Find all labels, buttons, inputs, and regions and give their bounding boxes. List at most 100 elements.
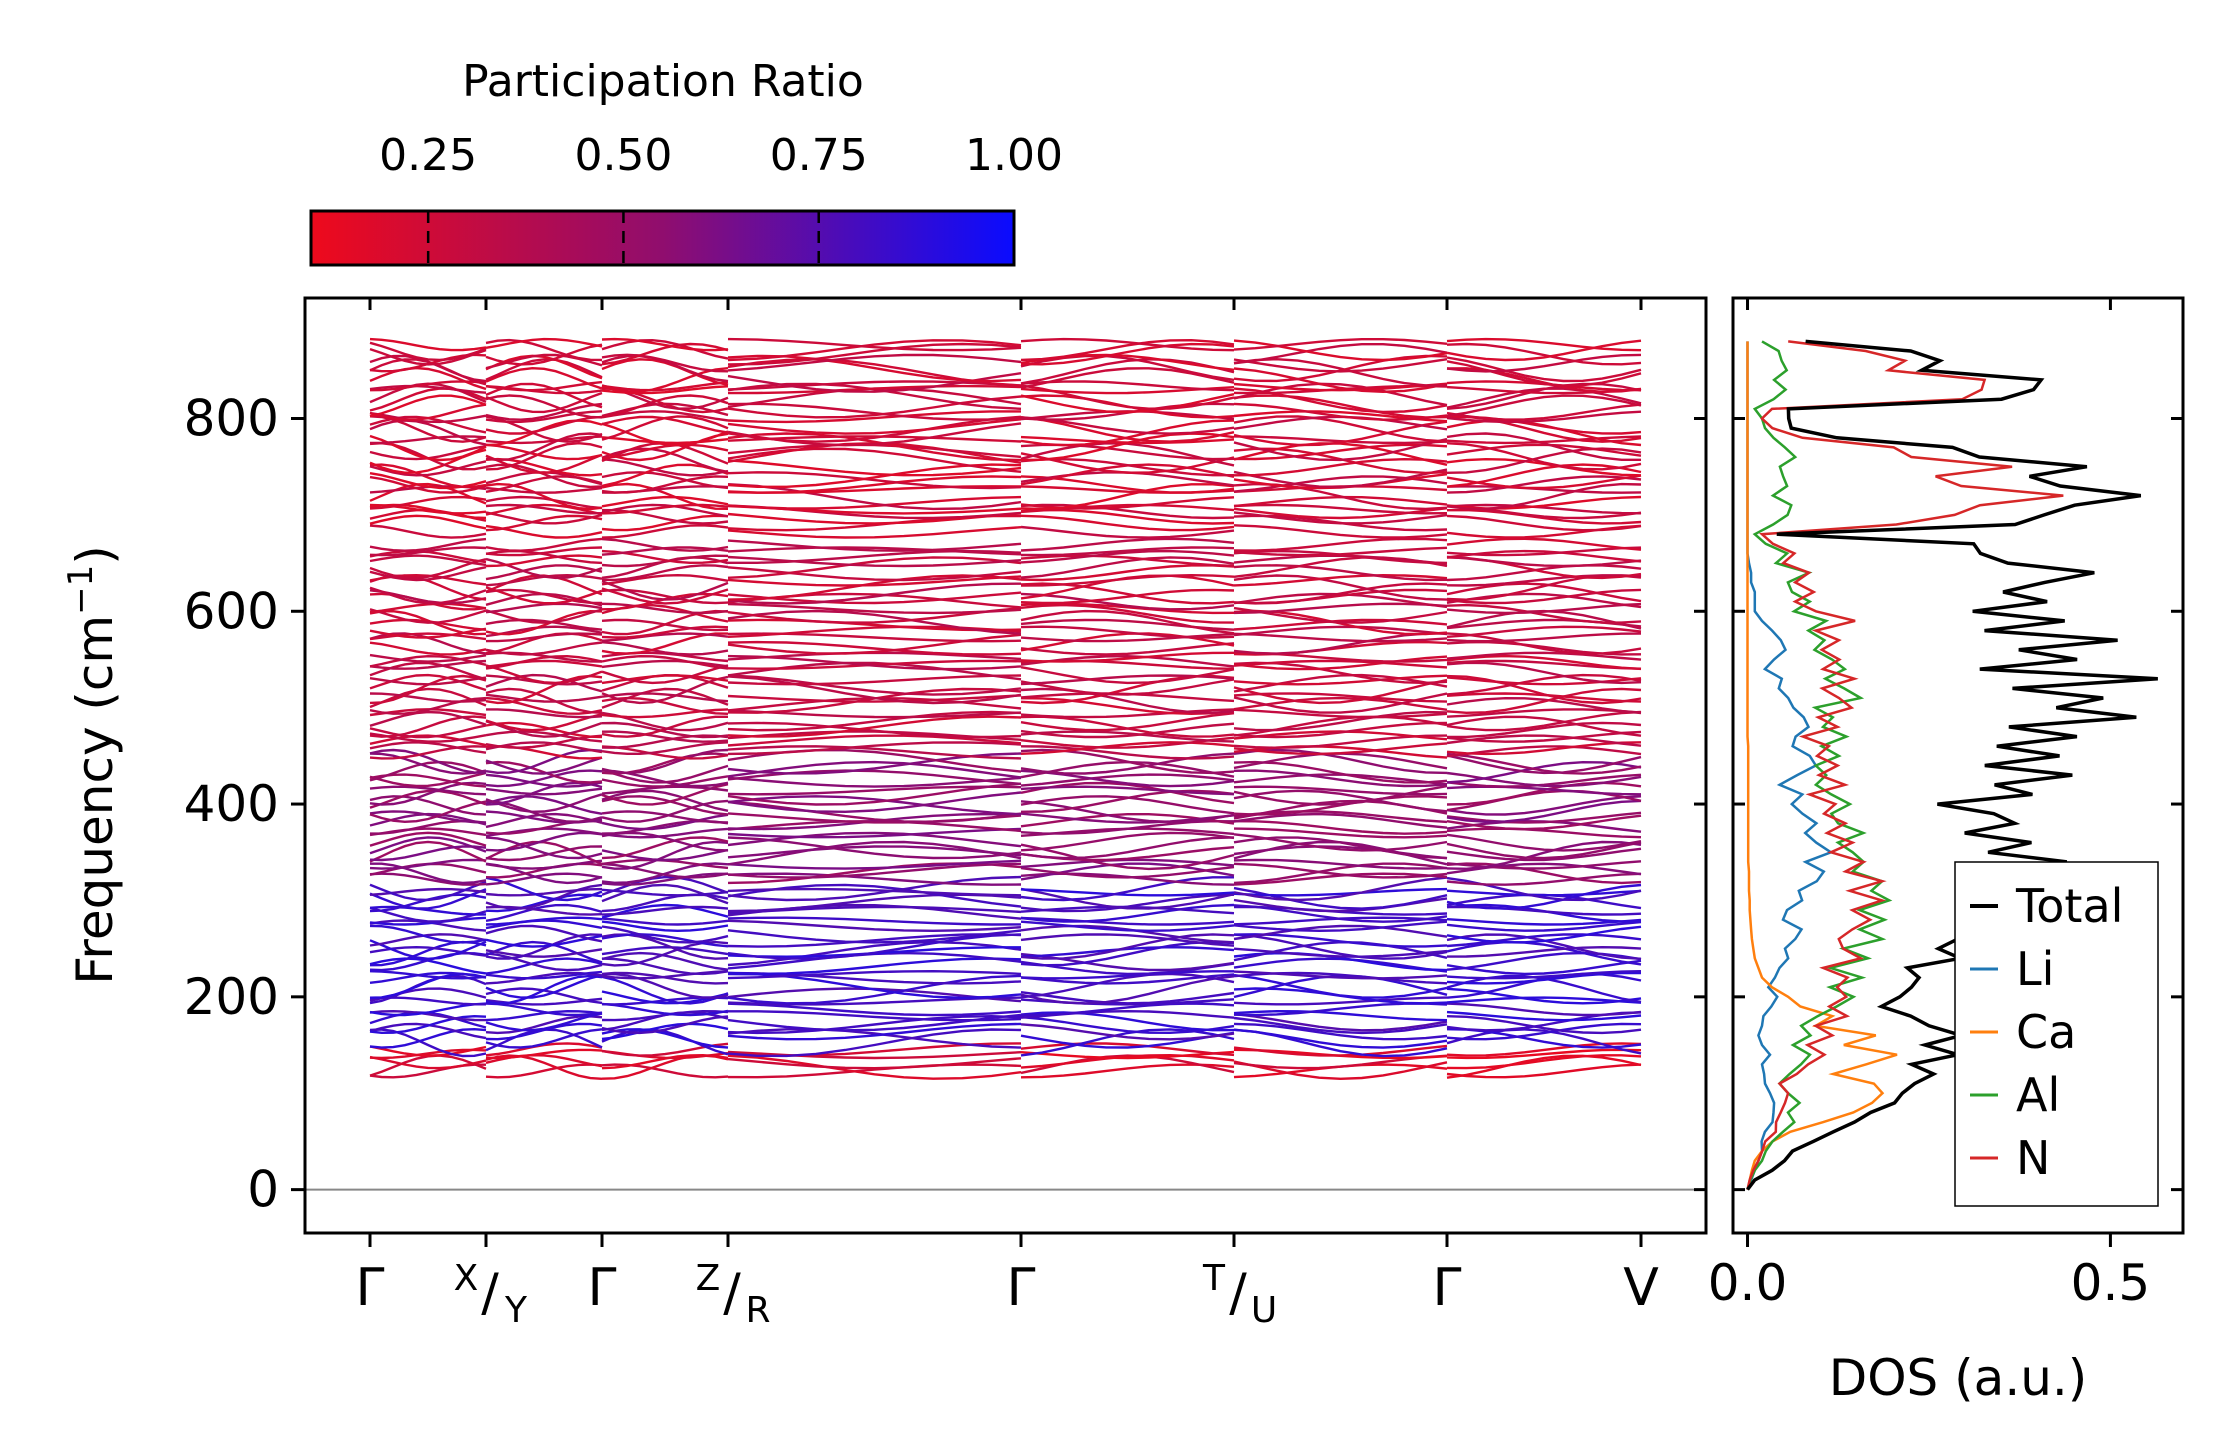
high-frequency-band	[485, 511, 603, 525]
frequency-axis-title: Frequency (cm−1)	[61, 545, 124, 985]
optical-band	[1020, 752, 1235, 775]
optical-band	[727, 827, 1022, 839]
optical-band	[601, 957, 729, 976]
optical-band	[1020, 1011, 1235, 1032]
optical-band	[601, 925, 729, 944]
optical-band	[485, 546, 603, 557]
optical-band	[485, 641, 603, 656]
high-frequency-band	[1233, 358, 1448, 373]
high-frequency-band	[369, 341, 487, 362]
optical-band	[1020, 678, 1235, 696]
optical-band	[727, 721, 1022, 739]
high-frequency-band	[485, 441, 603, 471]
optical-band	[601, 840, 729, 870]
optical-band	[1446, 889, 1642, 897]
optical-band	[1020, 651, 1235, 663]
optical-band	[485, 974, 603, 999]
y-tick-label: 600	[184, 582, 279, 640]
optical-band	[727, 555, 1022, 568]
y-tick-label: 400	[184, 775, 279, 833]
optical-band	[1020, 876, 1234, 902]
optical-band	[485, 537, 603, 552]
optical-band	[1446, 741, 1642, 756]
optical-band	[601, 883, 729, 905]
high-symmetry-label-sup: Z	[696, 1258, 721, 1299]
optical-band	[369, 789, 487, 809]
optical-band	[727, 1022, 1022, 1041]
optical-band	[727, 640, 1022, 656]
high-frequency-band	[1233, 338, 1448, 351]
optical-band	[727, 800, 1022, 824]
optical-band	[1446, 687, 1642, 715]
high-frequency-band	[1020, 416, 1235, 443]
optical-band	[1020, 773, 1235, 787]
legend-label: Total	[2015, 879, 2123, 933]
optical-band	[485, 713, 603, 732]
optical-band	[601, 564, 729, 582]
high-frequency-band	[1233, 402, 1448, 421]
high-frequency-band	[601, 482, 729, 510]
optical-band	[601, 554, 729, 568]
high-frequency-band	[485, 503, 603, 515]
optical-band	[485, 659, 603, 668]
high-frequency-band	[1233, 382, 1448, 407]
optical-band	[485, 554, 603, 568]
optical-band	[1446, 925, 1642, 944]
optical-band	[1233, 996, 1448, 1006]
high-frequency-band	[727, 353, 1022, 372]
band-y-ticks: 0 200 400 600 800	[184, 389, 1706, 1219]
optical-band	[485, 787, 603, 796]
high-frequency-band	[1446, 356, 1642, 383]
optical-band	[1233, 933, 1448, 948]
optical-band	[727, 769, 1022, 786]
optical-band	[601, 654, 729, 670]
high-symmetry-label: Γ	[1007, 1258, 1036, 1318]
optical-band	[1446, 872, 1642, 886]
optical-band	[1233, 947, 1448, 958]
high-frequency-band	[601, 337, 729, 352]
optical-band	[727, 929, 1022, 944]
y-tick-label: 800	[184, 389, 279, 447]
high-frequency-band	[1446, 403, 1642, 421]
optical-band	[1020, 1015, 1235, 1035]
optical-band	[1020, 708, 1235, 719]
optical-band	[1020, 1053, 1235, 1069]
optical-band	[485, 586, 603, 605]
optical-band	[1446, 564, 1642, 582]
high-frequency-band	[485, 410, 603, 424]
optical-band	[369, 916, 487, 926]
dos-curves	[1746, 339, 2158, 1191]
high-frequency-band	[1446, 353, 1642, 373]
optical-band	[601, 903, 729, 919]
optical-band	[1233, 708, 1448, 719]
optical-band	[369, 831, 487, 847]
optical-band	[369, 970, 487, 980]
optical-band	[369, 745, 487, 760]
optical-band	[1020, 609, 1235, 635]
optical-band	[369, 771, 487, 788]
optical-band	[1020, 843, 1235, 871]
high-frequency-band	[485, 343, 603, 366]
high-frequency-band	[1233, 420, 1448, 447]
optical-band	[727, 715, 1022, 738]
high-frequency-band	[1020, 380, 1235, 392]
high-frequency-band	[1020, 483, 1235, 511]
high-frequency-band	[369, 384, 487, 394]
optical-band	[1446, 574, 1642, 587]
high-frequency-band	[601, 394, 729, 419]
optical-band	[1446, 920, 1642, 932]
high-frequency-band	[1020, 503, 1235, 520]
optical-band	[485, 1048, 603, 1060]
optical-band	[1020, 666, 1235, 685]
optical-band	[1233, 710, 1448, 732]
high-symmetry-label-sep: /	[723, 1263, 741, 1323]
high-frequency-band	[1233, 382, 1448, 392]
high-frequency-band	[727, 395, 1022, 419]
optical-band	[727, 933, 1022, 960]
optical-band	[601, 659, 729, 669]
optical-band	[369, 741, 487, 754]
optical-band	[1233, 582, 1448, 605]
optical-band	[1020, 546, 1235, 557]
optical-band	[369, 1027, 487, 1049]
